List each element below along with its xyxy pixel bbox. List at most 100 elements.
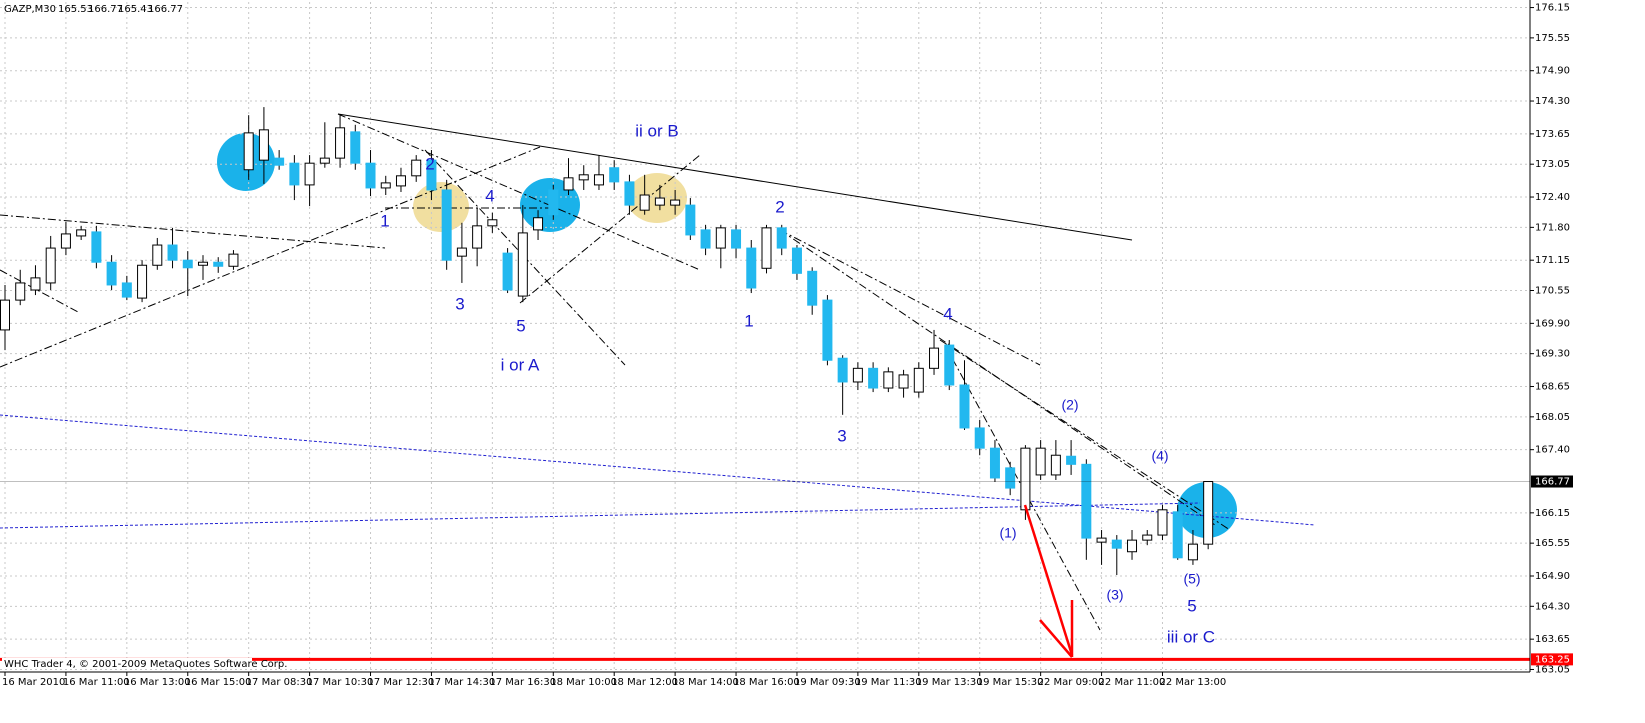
wave-label: 3 (837, 426, 846, 445)
header-value: 165.43 (118, 4, 153, 15)
overlay-layer: 176.15 175.55 174.90 174.30 173.65 173.05 172.… (0, 0, 1573, 688)
candle-body (761, 227, 772, 269)
candle-body (1111, 539, 1122, 549)
candle-body (30, 277, 41, 291)
candle-body (289, 162, 300, 186)
candle-body (1081, 463, 1092, 539)
wave-label: 5 (516, 316, 525, 335)
candle-body (700, 229, 711, 249)
candle-body (609, 167, 620, 183)
x-tick-label: 17 Mar 08:30 (246, 677, 313, 688)
y-tick-label: 165.55 (1535, 538, 1570, 549)
trendline (939, 339, 1231, 531)
candle-body (152, 244, 163, 266)
candle-body (1020, 447, 1031, 511)
candle-body (807, 270, 818, 306)
candle-body (274, 157, 285, 166)
candle-body (395, 175, 406, 187)
y-tick-label: 173.05 (1535, 159, 1570, 170)
wave-label: 1 (380, 211, 389, 230)
candle-body (791, 247, 802, 274)
wave-label: 2 (775, 197, 784, 216)
x-tick-label: 19 Mar 13:30 (916, 677, 983, 688)
candle-body (883, 371, 894, 389)
wave-label: 2 (425, 154, 434, 173)
candle-body (1172, 511, 1183, 559)
candle-body (213, 261, 224, 267)
candle-body (121, 282, 132, 298)
candle-body (944, 344, 955, 386)
footer-bg (2, 658, 252, 669)
candle-body (731, 229, 742, 249)
candle-body (1127, 539, 1138, 553)
x-tick-label: 17 Mar 10:30 (307, 677, 374, 688)
y-tick-label: 172.40 (1535, 192, 1570, 203)
candle-body (639, 194, 650, 211)
candle-body (670, 199, 681, 206)
footer-text: WHC Trader 4, © 2001-2009 MetaQuotes Sof… (4, 659, 287, 670)
arrow (1039, 619, 1073, 658)
header-value: 166.77 (148, 4, 183, 15)
candle-body (1050, 454, 1061, 476)
x-tick-label: 16 Mar 13:00 (124, 677, 191, 688)
wave-label: 4 (485, 186, 494, 205)
candle-body (654, 197, 665, 206)
y-tick-label: 170.55 (1535, 286, 1570, 297)
candle-body (426, 159, 437, 191)
x-tick-label: 19 Mar 11:30 (855, 677, 922, 688)
candle-body (380, 182, 391, 189)
candle-body (913, 367, 924, 393)
candle-body (137, 264, 148, 299)
candle-body (548, 189, 559, 216)
wave-label: 3 (455, 294, 464, 313)
candle-body (350, 131, 361, 164)
price-marker-box (1531, 475, 1573, 488)
candle-body (167, 244, 178, 261)
candle-body (898, 374, 909, 389)
wave-label: (5) (1183, 571, 1200, 587)
candle-body (1096, 537, 1107, 543)
trendline (0, 502, 1201, 529)
candle-layer (0, 107, 1214, 575)
y-tick-label: 164.90 (1535, 571, 1570, 582)
x-tick-label: 17 Mar 12:30 (368, 677, 435, 688)
candle-body (593, 174, 604, 186)
y-tick-label: 169.30 (1535, 349, 1570, 360)
candle-body (411, 159, 422, 177)
candle-body (258, 129, 269, 161)
candle-body (91, 231, 102, 263)
x-tick-label: 18 Mar 16:00 (733, 677, 800, 688)
y-tick-label: 173.65 (1535, 129, 1570, 140)
y-tick-label: 163.05 (1535, 664, 1570, 675)
candle-body (837, 357, 848, 383)
candle-body (502, 252, 513, 291)
y-tick-label: 176.15 (1535, 3, 1570, 14)
x-tick-label: 17 Mar 14:30 (428, 677, 495, 688)
candle-body (456, 247, 467, 257)
candle-body (304, 162, 315, 186)
candle-body (959, 384, 970, 429)
candle-body (1005, 467, 1016, 489)
y-tick-label: 164.30 (1535, 601, 1570, 612)
highlight-ellipse (413, 182, 469, 232)
candle-body (776, 227, 787, 249)
wave-label: (1) (999, 525, 1016, 541)
candle-body (365, 162, 376, 189)
candle-body (1203, 481, 1214, 545)
x-tick-label: 19 Mar 09:30 (794, 677, 861, 688)
x-tick-label: 18 Mar 14:00 (672, 677, 739, 688)
candle-body (441, 189, 452, 261)
chart-title: GAZP,M30 (4, 4, 56, 15)
x-tick-label: 22 Mar 09:00 (1038, 677, 1105, 688)
x-tick-label: 16 Mar 11:00 (63, 677, 130, 688)
x-tick-label: 22 Mar 13:00 (1159, 677, 1226, 688)
wave-label: i or A (501, 355, 540, 374)
x-tick-label: 16 Mar 15:00 (185, 677, 252, 688)
candle-body (868, 367, 879, 389)
trendline (0, 214, 386, 249)
wave-label: (4) (1151, 448, 1168, 464)
trendline (779, 229, 1041, 366)
price-marker-box (1531, 653, 1573, 666)
trendline (0, 269, 79, 313)
